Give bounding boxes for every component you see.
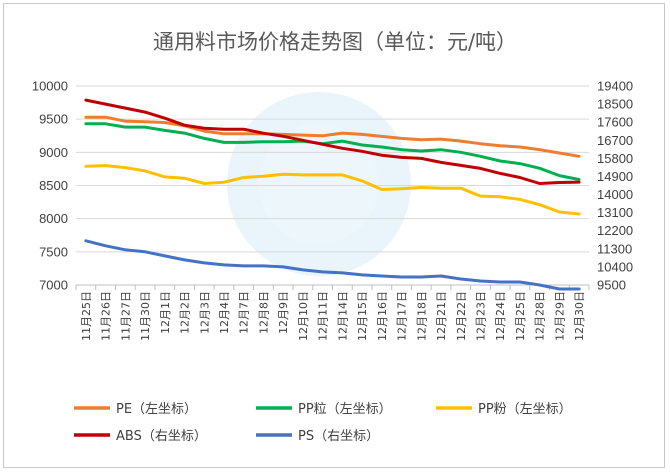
series-line-PE <box>84 115 581 158</box>
x-tick-label: 12月2日 <box>179 291 192 334</box>
legend-label: PS（右坐标） <box>298 429 379 444</box>
left-tick-label: 8500 <box>39 178 68 193</box>
x-tick-label: 11月27日 <box>119 291 132 341</box>
x-tick-label: 12月9日 <box>277 291 290 334</box>
right-tick-label: 10400 <box>597 259 633 274</box>
x-tick-label: 11月30日 <box>139 291 152 341</box>
chart-title: 通用料市场价格走势图（单位：元/吨） <box>153 30 517 54</box>
legend-item-ABS: ABS（右坐标） <box>74 429 207 444</box>
right-tick-label: 14900 <box>597 169 633 184</box>
series-line-PP粒 <box>84 122 581 181</box>
right-tick-label: 17600 <box>597 115 633 130</box>
legend-label: PE（左坐标） <box>116 402 197 417</box>
right-tick-label: 11300 <box>597 241 632 256</box>
left-tick-label: 10000 <box>32 79 68 94</box>
x-tick-label: 12月25日 <box>514 291 527 341</box>
left-tick-label: 7500 <box>39 244 68 259</box>
legend-item-PS: PS（右坐标） <box>256 429 379 444</box>
x-tick-label: 12月11日 <box>317 291 330 341</box>
legend-label: PP粒（左坐标） <box>298 402 392 417</box>
left-tick-label: 7000 <box>39 278 68 293</box>
x-tick-label: 12月7日 <box>238 291 251 334</box>
x-tick-label: 12月16日 <box>376 291 389 341</box>
x-tick-label: 12月4日 <box>218 291 231 334</box>
series-lines <box>84 98 581 291</box>
x-tick-label: 12月29日 <box>553 291 566 341</box>
x-tick-label: 12月14日 <box>336 291 349 341</box>
right-y-axis: 19400 18500 17600 16700 15800 14900 14000 13100… <box>597 79 633 293</box>
x-tick-label: 12月15日 <box>356 291 369 341</box>
x-tick-label: 12月24日 <box>494 291 507 341</box>
watermark <box>227 92 411 276</box>
x-tick-label: 12月28日 <box>534 291 547 341</box>
left-y-axis: 10000 9500 9000 8500 8000 7500 7000 <box>32 79 68 293</box>
x-tick-label: 11月25日 <box>80 291 93 341</box>
left-tick-label: 9500 <box>39 112 68 127</box>
x-axis: 11月25日 11月26日 11月27日 11月30日 12月1日 12月2日 12月3日 1… <box>75 284 590 341</box>
right-tick-label: 14000 <box>597 187 633 202</box>
right-tick-label: 18500 <box>597 97 633 112</box>
x-tick-label: 12月3日 <box>198 291 211 334</box>
legend: PE（左坐标） PP粒（左坐标） PP粉（左坐标） ABS（右坐标） PS（右坐标） <box>74 402 572 444</box>
series-line-ABS <box>84 98 581 185</box>
x-tick-label: 12月21日 <box>435 291 448 341</box>
right-tick-label: 9500 <box>597 278 626 293</box>
legend-label: ABS（右坐标） <box>116 429 207 444</box>
legend-item-PP粒: PP粒（左坐标） <box>256 402 392 417</box>
x-tick-label: 11月26日 <box>100 291 113 341</box>
x-tick-label: 12月10日 <box>297 291 310 341</box>
series-line-PP粉 <box>84 164 581 216</box>
legend-item-PE: PE（左坐标） <box>74 402 197 417</box>
right-tick-label: 19400 <box>597 79 633 94</box>
x-tick-label: 12月18日 <box>415 291 428 341</box>
x-tick-label: 12月23日 <box>474 291 487 341</box>
series-line-PS <box>84 239 581 291</box>
x-tick-label: 12月22日 <box>455 291 468 341</box>
chart-svg: 通用料市场价格走势图（单位：元/吨） 10000 9500 9000 8500 8000… <box>32 30 633 444</box>
legend-label: PP粉（左坐标） <box>478 402 572 417</box>
x-tick-label: 12月8日 <box>257 291 270 334</box>
x-tick-label: 12月17日 <box>396 291 409 341</box>
x-tick-label: 12月30日 <box>573 291 586 341</box>
right-tick-label: 13100 <box>597 205 633 220</box>
left-tick-label: 8000 <box>39 211 68 226</box>
legend-item-PP粉: PP粉（左坐标） <box>436 402 572 417</box>
x-tick-label: 12月1日 <box>159 291 172 334</box>
right-tick-label: 16700 <box>597 133 633 148</box>
left-tick-label: 9000 <box>39 145 68 160</box>
right-tick-label: 15800 <box>597 151 633 166</box>
right-tick-label: 12200 <box>597 223 633 238</box>
chart-frame: 通用料市场价格走势图（单位：元/吨） 10000 9500 9000 8500 8000… <box>3 3 665 468</box>
